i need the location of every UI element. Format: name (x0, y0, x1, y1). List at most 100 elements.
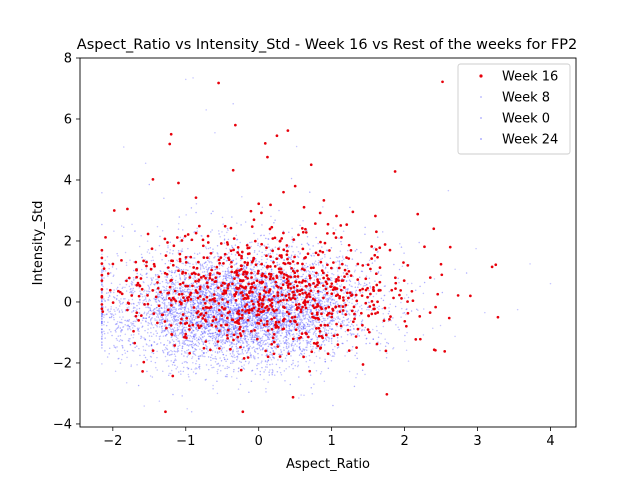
data-point (131, 223, 133, 226)
data-point (279, 371, 282, 374)
data-point (183, 341, 185, 344)
data-point (399, 242, 401, 245)
data-point (266, 298, 269, 300)
data-point (376, 306, 379, 309)
data-point (219, 294, 222, 297)
data-point (346, 265, 348, 267)
data-point (330, 247, 333, 249)
data-point (317, 262, 320, 264)
data-point (256, 325, 259, 327)
data-point (447, 189, 450, 192)
data-point (227, 274, 229, 276)
data-point (264, 271, 267, 273)
data-point (277, 298, 280, 301)
data-point (268, 305, 270, 307)
data-point (155, 278, 157, 281)
data-point (261, 308, 264, 310)
data-point (305, 277, 307, 280)
data-point (163, 325, 166, 327)
data-point (268, 319, 270, 321)
data-point (204, 328, 206, 331)
data-point (163, 289, 165, 292)
data-point (189, 265, 191, 268)
data-point (329, 325, 331, 327)
data-point (315, 297, 318, 299)
data-point (350, 334, 353, 337)
data-point (200, 333, 202, 336)
data-point (291, 282, 294, 284)
data-point (195, 326, 197, 329)
data-point (285, 360, 288, 362)
data-point (108, 311, 110, 313)
data-point (176, 259, 178, 262)
data-point (144, 298, 147, 300)
data-point (214, 344, 216, 347)
data-point (253, 270, 255, 273)
data-point (288, 325, 290, 327)
data-point (291, 246, 293, 248)
data-point (271, 368, 274, 371)
data-point (274, 313, 276, 315)
data-point (292, 362, 294, 364)
data-point (238, 360, 241, 363)
data-point (239, 300, 242, 303)
data-point (144, 349, 147, 352)
data-point (181, 306, 183, 309)
data-point (321, 320, 323, 323)
data-point (278, 310, 280, 313)
data-point (246, 345, 248, 348)
data-point (345, 295, 348, 297)
data-point (231, 337, 234, 339)
data-point (183, 340, 186, 343)
data-point (114, 347, 117, 349)
data-point (220, 301, 222, 303)
data-point (201, 304, 204, 306)
data-point (336, 266, 338, 269)
data-point (131, 324, 133, 326)
data-point (208, 294, 211, 297)
data-point (190, 332, 192, 334)
data-point (215, 274, 218, 276)
data-point (228, 252, 230, 254)
data-point (304, 317, 306, 320)
data-point (194, 354, 197, 356)
data-point (324, 317, 326, 320)
data-point (288, 325, 291, 328)
data-point (152, 333, 155, 335)
data-point (207, 350, 209, 352)
data-point (147, 249, 150, 251)
data-point (166, 275, 168, 277)
data-point (171, 276, 174, 279)
data-point (176, 320, 178, 323)
data-point (139, 273, 142, 276)
data-point (267, 253, 270, 255)
data-point (132, 310, 135, 312)
data-point (329, 319, 332, 322)
data-point (278, 263, 281, 266)
data-point (244, 349, 247, 352)
data-point (368, 259, 371, 261)
data-point (382, 313, 384, 315)
data-point (267, 336, 269, 339)
data-point (314, 330, 316, 332)
data-point (113, 289, 115, 291)
data-point (305, 339, 308, 342)
data-point (206, 264, 208, 266)
data-point (191, 317, 193, 319)
data-point (220, 303, 222, 306)
data-point (296, 336, 298, 339)
data-point (182, 268, 185, 271)
data-point (374, 305, 376, 308)
data-point (299, 318, 301, 321)
data-point (384, 338, 386, 340)
data-point (121, 344, 123, 347)
data-point (372, 328, 374, 331)
data-point (195, 309, 197, 311)
data-point (289, 306, 292, 309)
data-point (305, 321, 308, 324)
data-point (126, 356, 128, 359)
data-point (343, 319, 345, 322)
data-point (271, 335, 273, 337)
data-point (181, 350, 183, 352)
data-point (224, 342, 226, 344)
